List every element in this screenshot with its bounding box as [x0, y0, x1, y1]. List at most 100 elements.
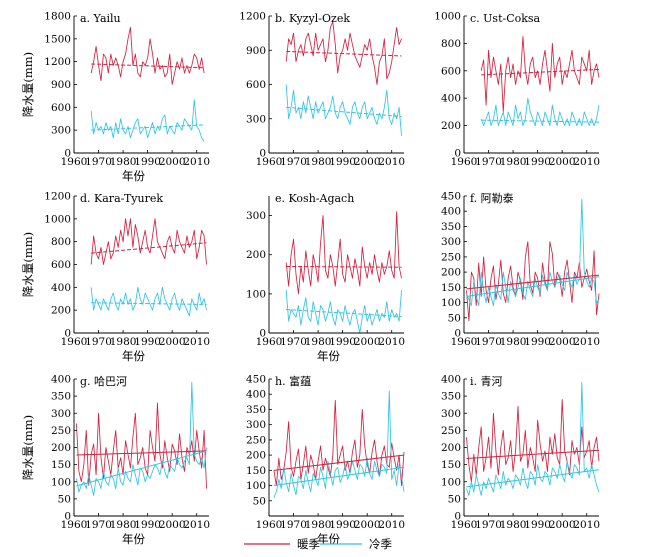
x-tick-label: 1960	[61, 519, 88, 531]
trend-line	[481, 119, 600, 123]
y-tick-label: 400	[441, 206, 461, 218]
x-tick-label: 1970	[280, 336, 307, 348]
x-tick-label: 1960	[256, 156, 283, 168]
x-tick-label: 1990	[524, 156, 551, 168]
x-tick-label: 2000	[549, 156, 576, 168]
x-tick-label: 2000	[549, 336, 576, 348]
x-tick-label: 1980	[110, 156, 137, 168]
series-line	[480, 36, 600, 113]
x-axis-title: 年份	[317, 349, 340, 363]
y-tick-label: 200	[51, 442, 71, 454]
x-tick-label: 2010	[573, 336, 600, 348]
x-tick-label: 1960	[61, 156, 88, 168]
x-tick-label: 2010	[378, 336, 405, 348]
x-tick-label: 1990	[329, 519, 356, 531]
series-line	[285, 84, 402, 136]
x-tick-label: 2000	[159, 336, 186, 348]
legend: 暖季 冷季	[244, 537, 392, 551]
series-line	[285, 21, 402, 85]
y-tick-label: 100	[246, 480, 266, 492]
y-tick-label: 400	[441, 374, 461, 386]
y-tick-label: 250	[441, 425, 461, 437]
trend-line	[91, 124, 205, 131]
x-tick-label: 2010	[378, 519, 405, 531]
chart-panel: 0 50 100 150 200 250 300 350 400 1960197019801990…	[441, 374, 600, 532]
chart-panel: 0 50 100 150 200 250 300 350 400 1960197019801990…	[21, 374, 210, 547]
x-tick-label: 2000	[354, 519, 381, 531]
y-tick-label: 50	[448, 312, 461, 324]
x-tick-label: 1980	[110, 336, 137, 348]
x-tick-label: 2010	[378, 156, 405, 168]
y-tick-label: 100	[441, 297, 461, 309]
y-tick-label: 1000	[44, 213, 71, 225]
y-tick-label: 0	[454, 148, 461, 160]
y-tick-label: 450	[246, 374, 266, 386]
y-tick-label: 200	[246, 249, 266, 261]
y-tick-label: 200	[441, 267, 461, 279]
x-tick-label: 1960	[256, 519, 283, 531]
x-tick-label: 1980	[305, 156, 332, 168]
y-tick-label: 400	[51, 282, 71, 294]
series-line	[466, 399, 600, 483]
y-tick-label: 50	[253, 495, 266, 507]
x-tick-label: 1960	[451, 336, 478, 348]
x-tick-label: 1960	[61, 336, 88, 348]
x-tick-label: 1970	[85, 156, 112, 168]
trend-line	[286, 309, 402, 318]
trend-line	[466, 469, 600, 488]
y-tick-label: 300	[246, 113, 266, 125]
x-axis-title: 年份	[122, 532, 145, 546]
y-tick-label: 300	[51, 125, 71, 137]
x-tick-label: 1980	[110, 519, 137, 531]
trend-line	[273, 466, 405, 487]
chart-panel: 0 50 100 150 200 250 300 350 400 450 1960197019801…	[441, 191, 600, 349]
series-line	[285, 211, 402, 295]
x-tick-label: 2010	[573, 519, 600, 531]
y-tick-label: 350	[441, 221, 461, 233]
x-tick-label: 2000	[549, 519, 576, 531]
y-tick-label: 200	[51, 305, 71, 317]
panel-title: d. Kara-Tyurek	[80, 192, 163, 205]
x-tick-label: 2010	[183, 519, 210, 531]
y-tick-label: 1200	[44, 191, 71, 203]
x-tick-label: 2000	[354, 156, 381, 168]
series-line	[76, 402, 207, 489]
y-tick-label: 400	[51, 374, 71, 386]
x-tick-label: 1970	[280, 519, 307, 531]
x-tick-label: 1980	[500, 336, 527, 348]
y-tick-label: 50	[448, 493, 461, 505]
x-tick-label: 1960	[451, 156, 478, 168]
x-tick-label: 2000	[159, 519, 186, 531]
y-tick-label: 100	[441, 476, 461, 488]
y-tick-label: 0	[259, 328, 266, 340]
y-tick-label: 900	[246, 45, 266, 57]
series-line	[273, 399, 405, 486]
y-tick-label: 1200	[239, 11, 266, 23]
panel-title: f. 阿勒泰	[470, 191, 514, 205]
x-tick-label: 2010	[573, 156, 600, 168]
panel-title: b. Kyzyl-Ozek	[275, 12, 350, 25]
y-tick-label: 200	[441, 120, 461, 132]
y-tick-label: 150	[246, 465, 266, 477]
panel-title: e. Kosh-Agach	[275, 192, 354, 205]
y-axis-title: 降水量(mm)	[21, 232, 35, 297]
trend-line	[91, 242, 207, 254]
y-tick-label: 200	[441, 442, 461, 454]
x-axis-title: 年份	[317, 532, 340, 546]
trend-line	[286, 50, 402, 57]
x-tick-label: 1990	[524, 519, 551, 531]
x-tick-label: 1970	[280, 156, 307, 168]
panel-title: a. Yailu	[80, 12, 121, 25]
y-tick-label: 0	[64, 511, 71, 523]
chart-panel: 50 100 150 200 250 300 350 400 450 19601970198019…	[246, 374, 405, 547]
y-tick-label: 150	[441, 282, 461, 294]
x-tick-label: 1980	[305, 519, 332, 531]
y-tick-label: 600	[51, 102, 71, 114]
trend-line	[286, 265, 402, 268]
y-tick-label: 800	[441, 38, 461, 50]
legend-label-cold: 冷季	[369, 537, 392, 551]
trend-line	[466, 274, 600, 290]
y-tick-label: 350	[51, 391, 71, 403]
trend-line	[466, 276, 600, 297]
